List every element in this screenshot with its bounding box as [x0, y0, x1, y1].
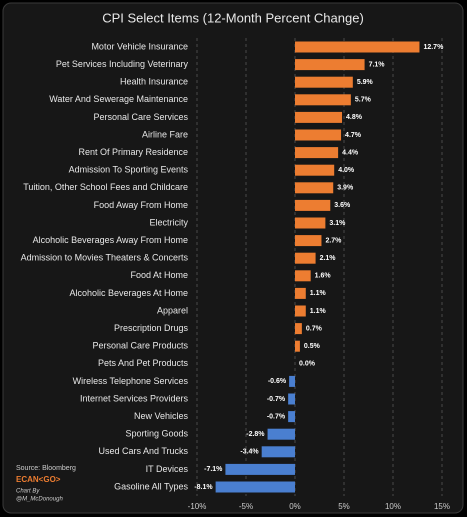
value-label: 1.1% [310, 308, 327, 315]
x-tick-label: -10% [188, 502, 207, 511]
source: Source: Bloomberg [16, 465, 76, 472]
bar [295, 76, 353, 88]
value-label: 2.1% [320, 255, 337, 262]
bar [295, 287, 306, 299]
value-label: 3.1% [329, 220, 346, 227]
value-label: 0.5% [304, 343, 321, 350]
y-tick-label: Rent Of Primary Residence [78, 147, 188, 157]
value-label: 2.7% [325, 237, 342, 244]
value-label: 5.9% [357, 79, 374, 86]
value-label: 7.1% [369, 61, 386, 68]
value-label: 4.8% [346, 114, 363, 121]
y-tick-label: Admission to Movies Theaters & Concerts [21, 253, 189, 263]
bar [295, 252, 316, 264]
value-label: -0.6% [268, 378, 287, 385]
bar [295, 323, 302, 335]
value-label: -0.7% [267, 413, 286, 420]
y-tick-label: IT Devices [146, 464, 189, 474]
y-tick-label: Gasoline All Types [114, 481, 188, 491]
bar [295, 217, 326, 229]
y-tick-label: Food At Home [130, 270, 188, 280]
value-label: 1.1% [310, 290, 327, 297]
value-label: 3.6% [334, 202, 351, 209]
bar [295, 340, 300, 352]
y-tick-label: Personal Care Products [92, 341, 188, 351]
y-tick-label: New Vehicles [134, 411, 189, 421]
value-label: -3.4% [240, 449, 259, 456]
source-ticker: ECAN<GO> [16, 475, 61, 484]
y-tick-label: Admission To Sporting Events [69, 165, 189, 175]
chart-title: CPI Select Items (12-Month Percent Chang… [102, 10, 364, 25]
bar [295, 111, 343, 123]
value-label: 12.7% [423, 44, 444, 51]
bar [295, 129, 342, 141]
y-tick-label: Tuition, Other School Fees and Childcare [23, 182, 188, 192]
bar [295, 41, 420, 53]
y-tick-label: Electricity [149, 217, 188, 227]
value-label: -7.1% [204, 466, 223, 473]
bar [289, 375, 295, 387]
value-label: 4.4% [342, 149, 359, 156]
value-label: 0.0% [299, 361, 316, 368]
y-tick-label: Apparel [157, 305, 188, 315]
value-label: 3.9% [337, 185, 354, 192]
bar [295, 164, 335, 176]
y-tick-label: Pets And Pet Products [98, 358, 189, 368]
bar [295, 270, 311, 282]
y-tick-label: Alcoholic Beverages Away From Home [33, 235, 188, 245]
bar [295, 147, 339, 159]
bar [295, 199, 331, 211]
bar [261, 446, 295, 458]
y-tick-label: Personal Care Services [93, 112, 188, 122]
x-tick-label: 5% [338, 502, 350, 511]
value-label: 4.0% [338, 167, 355, 174]
x-tick-label: 15% [434, 502, 450, 511]
bar [295, 305, 306, 317]
y-tick-label: Internet Services Providers [80, 393, 189, 403]
y-tick-label: Wireless Telephone Services [73, 376, 189, 386]
y-tick-label: Alcoholic Beverages At Home [69, 288, 188, 298]
y-tick-label: Health Insurance [120, 77, 188, 87]
bar [295, 235, 322, 247]
y-tick-label: Airline Fare [142, 129, 188, 139]
bar [267, 428, 295, 440]
x-tick-label: -5% [239, 502, 253, 511]
bar [288, 411, 295, 423]
y-tick-label: Food Away From Home [94, 200, 188, 210]
y-tick-label: Pet Services Including Veterinary [56, 59, 189, 69]
bar [225, 463, 295, 475]
x-tick-label: 10% [385, 502, 401, 511]
y-tick-label: Water And Sewerage Maintenance [49, 94, 188, 104]
x-tick-label: 0% [289, 502, 301, 511]
value-label: -0.7% [267, 396, 286, 403]
bar [295, 94, 351, 106]
bar [215, 481, 295, 493]
value-label: 1.6% [315, 273, 332, 280]
value-label: -8.1% [194, 484, 213, 491]
value-label: 4.7% [345, 132, 362, 139]
bar [295, 59, 365, 71]
bar [295, 182, 334, 194]
value-label: -2.8% [246, 431, 265, 438]
credit: Chart By [16, 489, 40, 495]
y-tick-label: Prescription Drugs [114, 323, 189, 333]
y-tick-label: Motor Vehicle Insurance [91, 41, 188, 51]
value-label: 5.7% [355, 97, 372, 104]
value-label: 0.7% [306, 325, 323, 332]
bar [288, 393, 295, 405]
y-tick-label: Used Cars And Trucks [98, 446, 188, 456]
y-tick-label: Sporting Goods [125, 429, 188, 439]
panel [2, 2, 464, 514]
credit: @M_McDonough [16, 497, 63, 503]
